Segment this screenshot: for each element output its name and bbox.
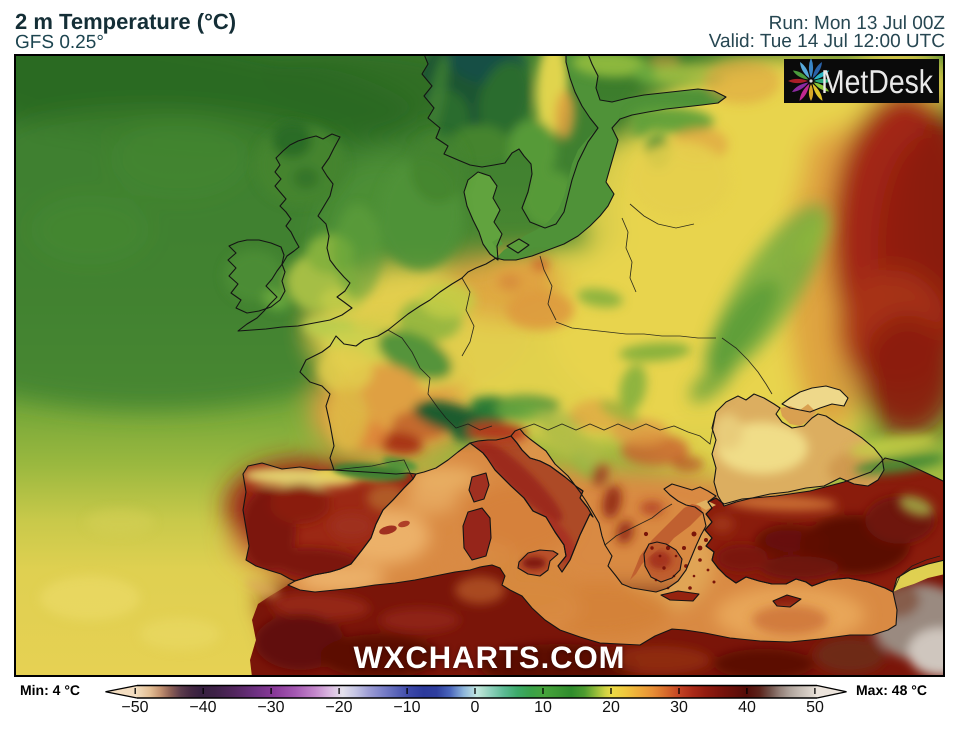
svg-text:MetDesk: MetDesk — [821, 63, 933, 100]
